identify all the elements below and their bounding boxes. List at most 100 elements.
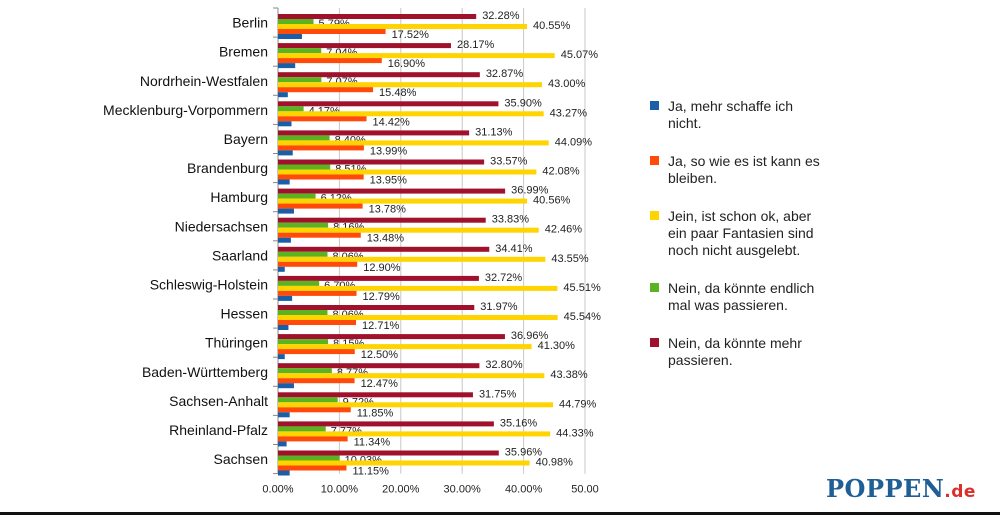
data-label: 12.90% [363, 262, 401, 274]
data-label: 36.96% [511, 330, 549, 342]
bar [278, 290, 357, 296]
bar [278, 111, 544, 117]
bar [278, 412, 290, 418]
bar [278, 339, 329, 345]
data-label: 35.96% [505, 447, 543, 459]
bar [278, 246, 490, 252]
legend-swatch [650, 156, 659, 165]
legend-label: Nein, da könnte mehr passieren. [668, 335, 802, 368]
bar [278, 24, 527, 29]
bar [278, 441, 287, 447]
bar [278, 92, 288, 98]
bar [278, 325, 289, 330]
bar [278, 431, 551, 437]
bar [278, 58, 382, 64]
data-label: 12.47% [361, 378, 399, 390]
data-label: 32.80% [485, 359, 523, 371]
bar [278, 43, 451, 49]
bar [278, 349, 355, 355]
bar [278, 421, 494, 427]
bar [278, 164, 331, 170]
legend-swatch [650, 338, 659, 347]
data-label: 43.00% [548, 78, 586, 90]
category-label: Thüringen [205, 335, 268, 351]
bar [278, 174, 364, 180]
bar [278, 34, 302, 39]
category-label: Berlin [232, 15, 268, 31]
bar [278, 315, 558, 320]
bar [278, 363, 480, 369]
bar [278, 159, 485, 165]
bar [278, 373, 545, 379]
bar [278, 130, 470, 136]
bar [278, 19, 314, 24]
legend-swatch [650, 101, 659, 110]
data-label: 13.48% [367, 233, 405, 245]
bar [278, 193, 316, 199]
bar [278, 29, 386, 34]
data-label: 34.41% [495, 243, 533, 255]
data-label: 45.07% [561, 49, 599, 61]
category-label: Hamburg [210, 189, 268, 205]
data-label: 13.95% [370, 175, 408, 187]
legend: Ja, mehr schaffe ich nicht. Ja, so wie e… [650, 98, 830, 390]
data-label: 36.99% [511, 185, 549, 197]
data-label: 43.55% [551, 253, 589, 265]
bar [278, 470, 290, 476]
bar [278, 82, 543, 88]
data-label: 43.27% [550, 107, 588, 119]
category-label: Brandenburg [187, 160, 268, 176]
bar [278, 121, 292, 127]
bar [278, 334, 505, 340]
data-label: 42.46% [545, 224, 583, 236]
bar [278, 285, 558, 291]
bar [278, 344, 532, 350]
data-label: 44.79% [559, 398, 597, 410]
legend-label: Jein, ist schon ok, aber ein paar Fantas… [668, 208, 814, 258]
data-label: 11.15% [352, 466, 389, 478]
bar [278, 450, 499, 456]
data-label: 40.56% [533, 195, 571, 207]
bar [278, 436, 348, 442]
poppen-logo: POPPEN.de [826, 474, 976, 503]
bar [278, 145, 364, 151]
data-label: 11.85% [357, 407, 394, 419]
data-label: 40.98% [536, 457, 574, 469]
data-label: 45.54% [564, 311, 602, 323]
bar [278, 392, 473, 398]
data-label: 45.51% [563, 282, 601, 294]
bar [278, 87, 374, 93]
bar [278, 407, 351, 413]
data-label: 12.50% [361, 349, 399, 361]
category-label: Niedersachsen [175, 218, 268, 234]
legend-swatch [650, 283, 659, 292]
bar [278, 261, 358, 267]
data-label: 31.97% [480, 301, 518, 313]
bar [278, 368, 332, 374]
legend-label: Ja, so wie es ist kann es bleiben. [668, 153, 820, 186]
bar [278, 320, 357, 325]
data-label: 35.16% [500, 417, 538, 429]
data-label: 17.52% [392, 29, 430, 41]
bar [278, 397, 338, 403]
bar [278, 48, 322, 54]
legend-item: Nein, da könnte mehr passieren. [650, 335, 830, 369]
bar [278, 53, 555, 59]
bar [278, 217, 486, 223]
bar [278, 140, 549, 146]
bar-chart: 0.00% 10.00% 20.00% 30.00% 40.00% 50.00 Berlin… [103, 7, 602, 496]
category-label: Rheinland-Pfalz [169, 422, 268, 438]
data-label: 13.78% [369, 204, 407, 216]
data-label: 32.28% [482, 10, 520, 22]
category-label: Schleswig-Holstein [150, 276, 268, 292]
bar [278, 465, 347, 471]
data-label: 16.90% [388, 58, 426, 70]
bar [278, 77, 322, 83]
data-label: 13.99% [370, 145, 408, 157]
bar [278, 208, 294, 214]
bar [278, 266, 285, 272]
bar [278, 232, 361, 238]
legend-item: Ja, so wie es ist kann es bleiben. [650, 153, 830, 187]
data-label: 12.71% [362, 320, 400, 332]
data-label: 11.34% [354, 436, 391, 448]
